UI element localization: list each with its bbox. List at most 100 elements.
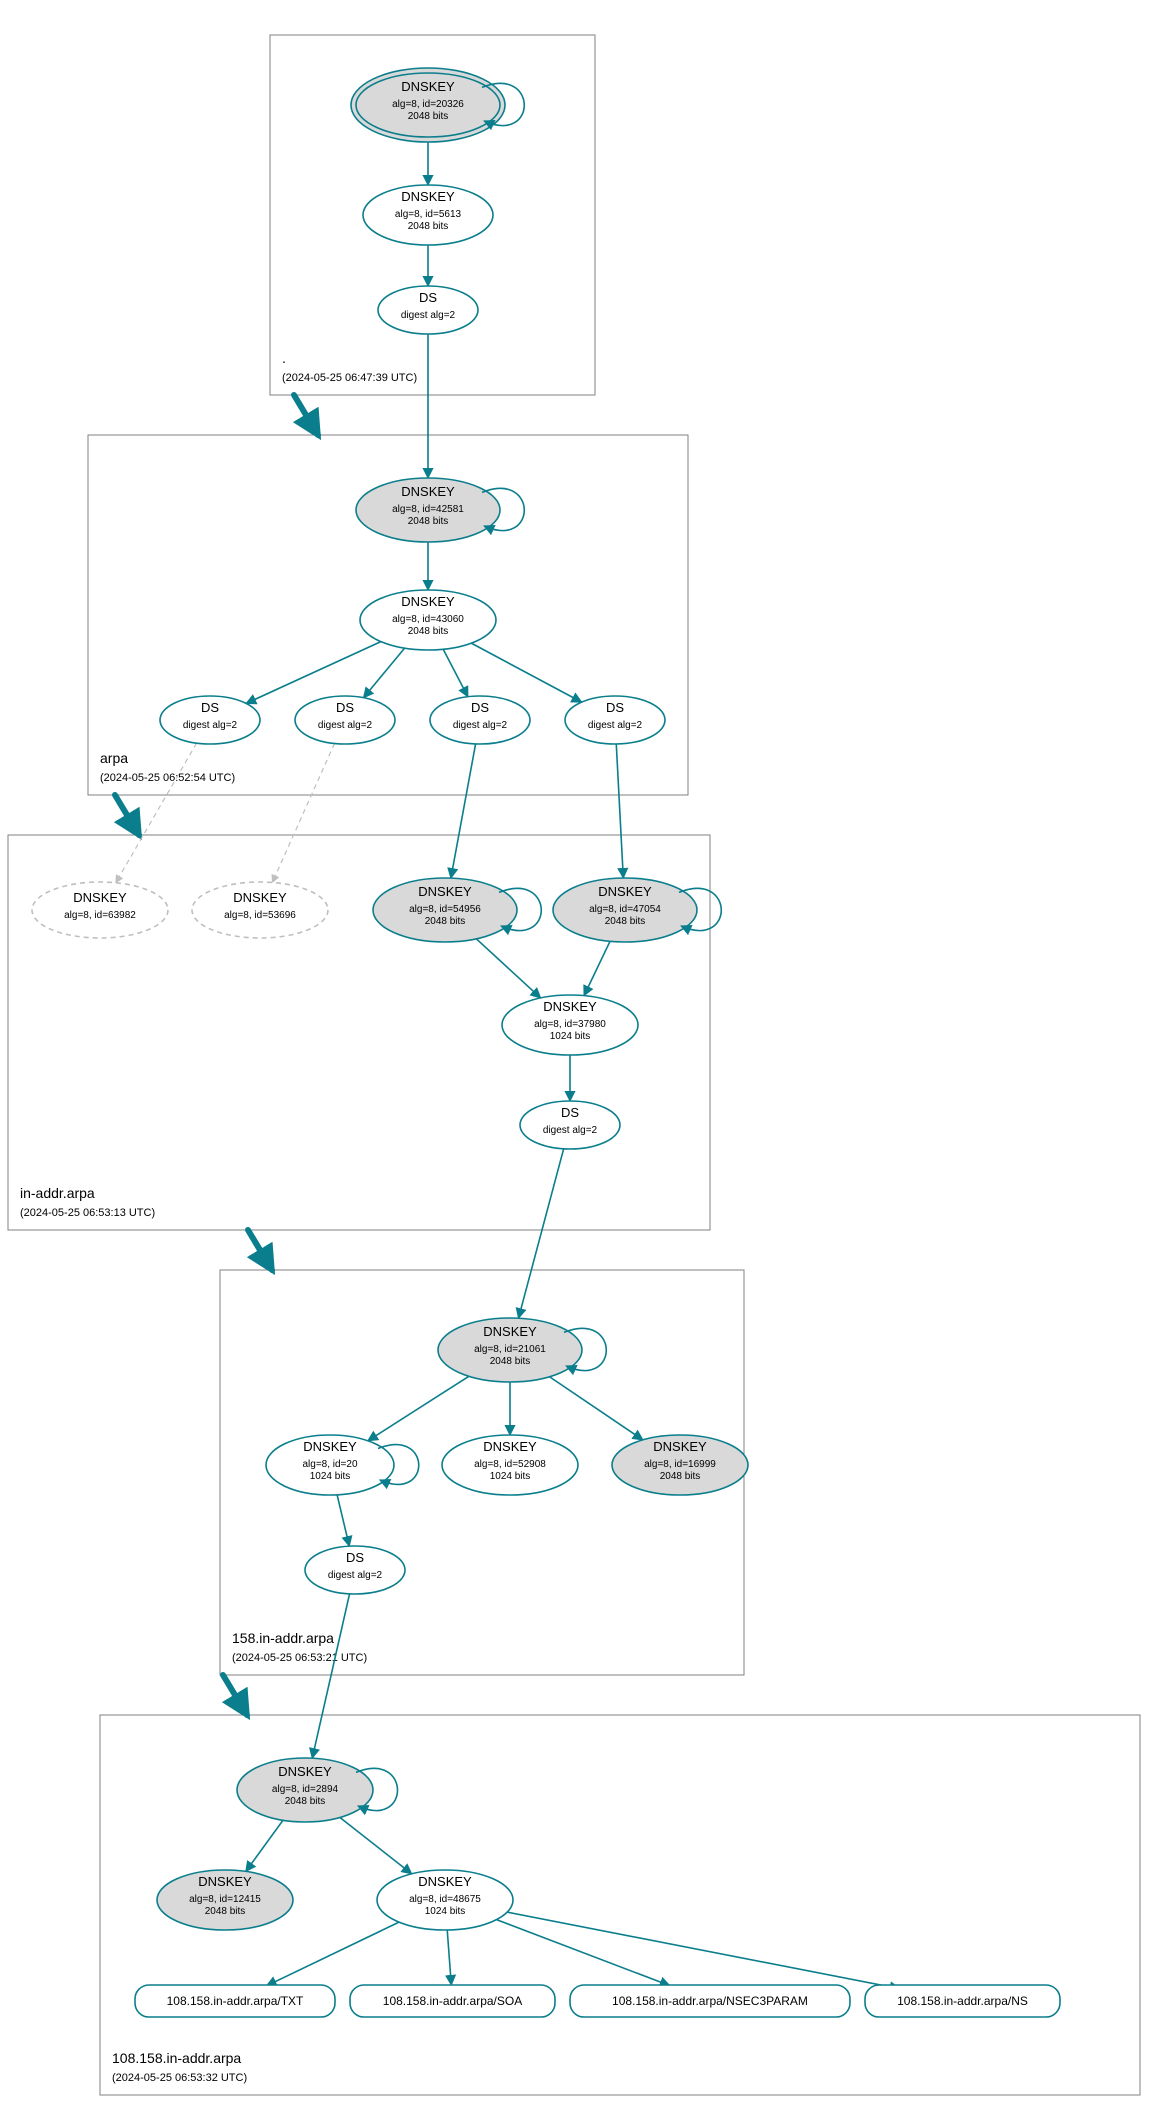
node-arpa_ds3: DSdigest alg=2 (430, 696, 530, 744)
node-root_zsk: DNSKEY alg=8, id=56132048 bits (363, 185, 493, 245)
node-sub-text: alg=8, id=43060 (392, 614, 464, 625)
node-sub-text: 2048 bits (490, 1356, 531, 1367)
edge (451, 744, 476, 878)
zone-timestamp: (2024-05-25 06:53:13 UTC) (20, 1207, 155, 1219)
node-sub-text: alg=8, id=5613 (395, 209, 462, 220)
node-sub-text: 1024 bits (310, 1471, 351, 1482)
edge (447, 1930, 451, 1985)
node-z108_ksk: DNSKEYalg=8, id=28942048 bits (237, 1758, 398, 1822)
edge (550, 1377, 643, 1440)
node-title-text: DNSKEY (418, 884, 472, 899)
rrset-label: 108.158.in-addr.arpa/NSEC3PARAM (612, 1994, 808, 2008)
node-title-text: DS (419, 290, 437, 305)
edge (337, 1495, 349, 1546)
zone-transition-arrow (223, 1675, 247, 1715)
node-z158_ksk: DNSKEY alg=8, id=210612048 bits (438, 1318, 606, 1382)
node-sub-text: 2048 bits (660, 1471, 701, 1482)
node-sub-text: digest alg=2 (453, 720, 508, 731)
node-title-text: DNSKEY (198, 1874, 252, 1889)
node-title-text: DNSKEY (303, 1439, 357, 1454)
zone-label: 158.in-addr.arpa (232, 1630, 334, 1646)
node-title-text: DNSKEY (598, 884, 652, 899)
rrset-label: 108.158.in-addr.arpa/SOA (383, 1994, 522, 2008)
node-sub-text: alg=8, id=53696 (224, 910, 296, 921)
node-sub-text: 2048 bits (425, 916, 466, 927)
node-sub-text: digest alg=2 (588, 720, 643, 731)
node-sub-text: digest alg=2 (183, 720, 238, 731)
edge (272, 743, 334, 882)
node-title-text: DNSKEY (483, 1439, 537, 1454)
nodes: DNSKEYalg=8, id=203262048 bitsDNSKEYalg=… (32, 68, 748, 1930)
node-in_uk1: DNSKEY alg=8, id=63982 (32, 882, 168, 938)
node-sub-text: alg=8, id=47054 (589, 904, 661, 915)
node-sub-text: 1024 bits (490, 1471, 531, 1482)
rrset-rr_nsec3: 108.158.in-addr.arpa/NSEC3PARAM (570, 1985, 850, 2017)
edge (443, 649, 468, 696)
node-title-text: DNSKEY (483, 1324, 537, 1339)
rrset-label: 108.158.in-addr.arpa/NS (897, 1994, 1028, 2008)
node-sub-text: digest alg=2 (318, 720, 373, 731)
node-title-text: DNSKEY (278, 1764, 332, 1779)
node-arpa_ds2: DS digest alg=2 (295, 696, 395, 744)
node-title-text: DNSKEY (418, 1874, 472, 1889)
node-sub-text: alg=8, id=20326 (392, 99, 464, 110)
rrset-nodes: 108.158.in-addr.arpa/TXT108.158.in-addr.… (135, 1985, 1060, 2017)
node-arpa_zsk: DNSKEYalg=8, id=430602048 bits (360, 590, 496, 650)
node-sub-text: 2048 bits (408, 111, 449, 122)
node-sub-text: alg=8, id=42581 (392, 504, 464, 515)
node-arpa_ksk: DNSKEYalg=8, id=425812048 bits (356, 478, 524, 542)
zone-transition-arrow (115, 795, 139, 835)
node-sub-text: digest alg=2 (543, 1125, 598, 1136)
node-sub-text: digest alg=2 (328, 1570, 383, 1581)
node-sub-text: 2048 bits (285, 1796, 326, 1807)
edge (496, 1920, 669, 1986)
node-title-text: DNSKEY (233, 890, 287, 905)
edge (340, 1817, 412, 1873)
node-sub-text: alg=8, id=54956 (409, 904, 481, 915)
edge (471, 643, 581, 702)
node-in_zsk: DNSKEY alg=8, id=379801024 bits (502, 995, 638, 1055)
edges (116, 137, 900, 1989)
edge (476, 939, 540, 998)
edge (246, 642, 381, 704)
node-sub-text: alg=8, id=16999 (644, 1459, 716, 1470)
node-sub-text: 2048 bits (605, 916, 646, 927)
node-sub-text: alg=8, id=12415 (189, 1894, 261, 1905)
zone-transition-arrows (115, 395, 318, 1715)
zone-label: 108.158.in-addr.arpa (112, 2050, 241, 2066)
node-z108_sep2: DNSKEY alg=8, id=124152048 bits (157, 1870, 293, 1930)
node-title-text: DS (561, 1105, 579, 1120)
zone-timestamp: (2024-05-25 06:53:21 UTC) (232, 1652, 367, 1664)
node-title-text: DNSKEY (401, 189, 455, 204)
edge (312, 1594, 349, 1758)
node-sub-text: 1024 bits (550, 1031, 591, 1042)
edge (507, 1912, 900, 1989)
node-title-text: DNSKEY (73, 890, 127, 905)
zone-transition-arrow (294, 395, 318, 435)
node-sub-text: digest alg=2 (401, 310, 456, 321)
node-title-text: DS (336, 700, 354, 715)
edge (364, 648, 405, 698)
zone-boxes: .(2024-05-25 06:47:39 UTC)arpa(2024-05-2… (8, 35, 1140, 2095)
node-sub-text: alg=8, id=48675 (409, 1894, 481, 1905)
node-in_uk2: DNSKEY alg=8, id=53696 (192, 882, 328, 938)
node-z108_zsk: DNSKEY alg=8, id=486751024 bits (377, 1870, 513, 1930)
edge (368, 1376, 469, 1441)
node-sub-text: alg=8, id=20 (302, 1459, 357, 1470)
node-sub-text: 1024 bits (425, 1906, 466, 1917)
zone-transition-arrow (248, 1230, 272, 1270)
node-sub-text: alg=8, id=21061 (474, 1344, 546, 1355)
node-sub-text: 2048 bits (408, 221, 449, 232)
node-root_ksk: DNSKEYalg=8, id=203262048 bits (351, 68, 524, 142)
node-arpa_ds1: DSdigest alg=2 (160, 696, 260, 744)
node-title-text: DS (346, 1550, 364, 1565)
zone-label: arpa (100, 750, 128, 766)
node-arpa_ds4: DSdigest alg=2 (565, 696, 665, 744)
node-sub-text: 2048 bits (205, 1906, 246, 1917)
node-sub-text: alg=8, id=63982 (64, 910, 136, 921)
node-title-text: DNSKEY (543, 999, 597, 1014)
node-title-text: DNSKEY (401, 594, 455, 609)
node-sub-text: alg=8, id=37980 (534, 1019, 606, 1030)
node-sub-text: 2048 bits (408, 516, 449, 527)
node-root_ds: DS digest alg=2 (378, 286, 478, 334)
